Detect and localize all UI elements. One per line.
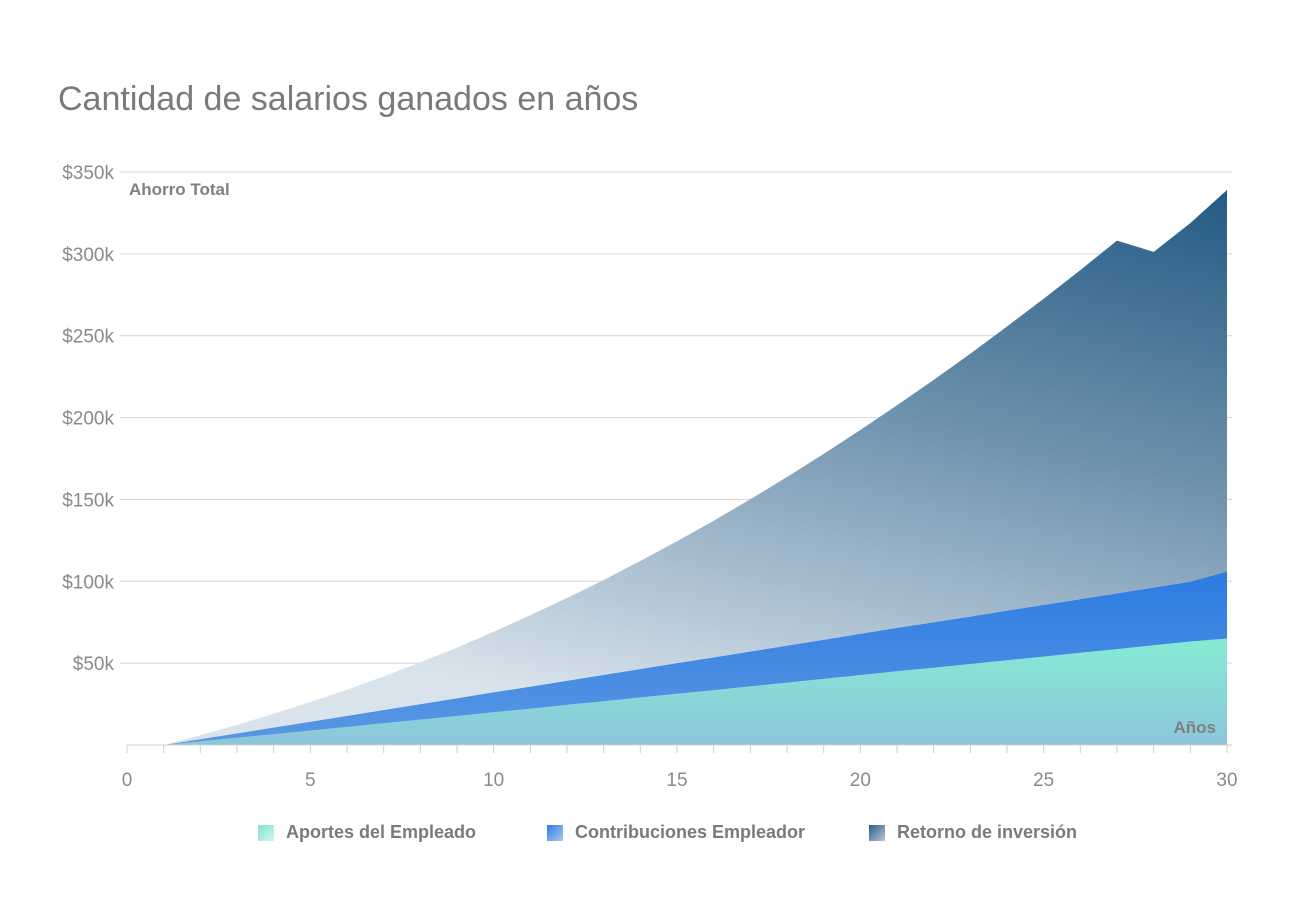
legend-swatch-aportes <box>258 824 274 841</box>
y-tick-label: $350k <box>62 163 114 184</box>
y-tick-label: $200k <box>62 409 114 430</box>
legend-swatch-retorno <box>869 824 885 841</box>
x-tick-label: 5 <box>305 770 316 791</box>
x-tick-label: 15 <box>666 770 687 791</box>
x-tick-label: 0 <box>122 770 133 791</box>
area-aportes-empleado[interactable] <box>163 638 1228 745</box>
legend-item-retorno[interactable]: Retorno de inversión <box>869 822 1077 843</box>
y-tick-label: $250k <box>62 327 114 348</box>
legend-item-aportes[interactable]: Aportes del Empleado <box>258 822 476 843</box>
legend-label-contribuciones: Contribuciones Empleador <box>575 822 806 842</box>
legend: Aportes del Empleado Contribuciones Empl… <box>0 822 1300 852</box>
x-axis-label: Años <box>1174 718 1217 737</box>
y-axis-label: Ahorro Total <box>129 180 230 199</box>
area-retorno-inversion[interactable] <box>163 190 1228 745</box>
y-tick-label: $50k <box>73 654 115 675</box>
x-tick-label: 25 <box>1033 770 1054 791</box>
area-contribuciones-empleador[interactable] <box>163 571 1228 746</box>
legend-label-aportes: Aportes del Empleado <box>286 822 477 842</box>
y-tick-label: $100k <box>62 572 114 593</box>
y-tick-label: $300k <box>62 245 114 266</box>
y-tick-label: $150k <box>62 490 114 511</box>
chart-title: Cantidad de salarios ganados en años <box>58 80 639 118</box>
x-tick-label: 30 <box>1216 770 1237 791</box>
legend-item-contribuciones[interactable]: Contribuciones Empleador <box>547 822 805 843</box>
x-tick-label: 20 <box>850 770 871 791</box>
legend-swatch-contribuciones <box>547 824 563 841</box>
x-tick-label: 10 <box>483 770 504 791</box>
legend-label-retorno: Retorno de inversión <box>897 822 1078 842</box>
